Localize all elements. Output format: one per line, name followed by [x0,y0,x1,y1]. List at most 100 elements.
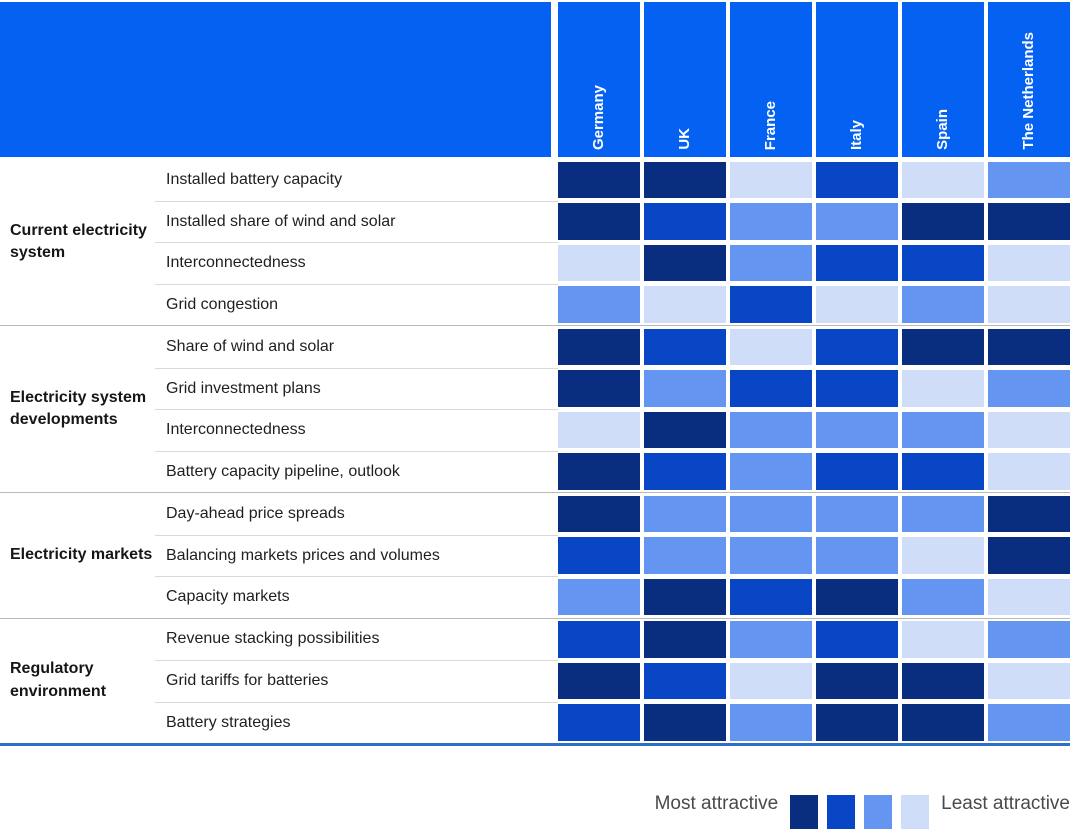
heatmap-cell [644,495,726,532]
heatmap-cell [902,578,984,615]
heatmap-cell [644,203,726,240]
matrix-header: Germany UK France Italy Spain The Netherlands [0,2,1070,157]
row-group-rows: Share of wind and solar Grid investment p… [155,326,1070,492]
row-group-rows: Revenue stacking possibilities Grid tarif… [155,619,1070,744]
criterion-label: Battery capacity pipeline, outlook [155,450,558,493]
heatmap-cell [988,286,1070,323]
row-group-rows: Day-ahead price spreads Balancing markets… [155,493,1070,618]
heatmap-cell [644,578,726,615]
heatmap-cell [988,370,1070,407]
country-headers: Germany UK France Italy Spain The Netherlands [558,2,1070,157]
legend-swatch-level-4 [901,795,930,829]
column-header: Germany [558,2,640,157]
row-group: Current electricity system Installed batt… [0,159,1070,325]
heatmap-cell [558,621,640,658]
heatmap-cell [902,704,984,741]
heatmap-cell [816,286,898,323]
heatmap-cell [558,161,640,198]
criterion-label: Installed share of wind and solar [155,200,558,243]
criterion-label: Interconnectedness [155,409,558,451]
criterion-label: Grid tariffs for batteries [155,660,558,702]
row-cells [558,201,1070,243]
heatmap-cell [988,578,1070,615]
heatmap-cell [558,495,640,532]
heatmap-cell [816,370,898,407]
column-header-label: Spain [934,109,951,150]
heatmap-cell [730,286,812,323]
heatmap-cell [902,411,984,448]
table-row: Interconnectedness [155,409,1070,451]
row-cells [558,619,1070,661]
heatmap-cell [816,495,898,532]
heatmap-cell [730,537,812,574]
column-header-label: Italy [848,119,865,150]
heatmap-cell [730,621,812,658]
bottom-rule [0,743,1070,746]
heatmap-cell [816,244,898,281]
heatmap-cell [902,537,984,574]
table-row: Balancing markets prices and volumes [155,534,1070,577]
legend-least-label: Least attractive [941,793,1070,814]
heatmap-cell [988,621,1070,658]
row-cells [558,493,1070,535]
row-cells [558,702,1070,744]
heatmap-cell [558,662,640,699]
table-row: Grid investment plans [155,367,1070,410]
table-row: Capacity markets [155,576,1070,618]
heatmap-cell [902,286,984,323]
row-cells [558,576,1070,618]
heatmap-cell [644,537,726,574]
heatmap-cell [816,704,898,741]
column-header-label: France [762,100,779,150]
table-row: Revenue stacking possibilities [155,619,1070,661]
heatmap-cell [730,244,812,281]
heatmap-cell [816,411,898,448]
criterion-label: Installed battery capacity [166,170,343,188]
row-group-label: Electricity system developments [10,388,147,428]
legend-swatch-level-3 [864,795,893,829]
heatmap-cell [558,244,640,281]
heatmap-cell [644,662,726,699]
criterion-label: Revenue stacking possibilities [166,630,380,648]
row-cells [558,284,1070,326]
table-row: Installed battery capacity [155,159,1070,201]
row-cells [558,660,1070,702]
heatmap-cell [558,453,640,490]
row-cells [558,451,1070,493]
heatmap-cell [816,537,898,574]
table-row: Battery strategies [155,701,1070,744]
heatmap-cell [730,411,812,448]
table-row: Grid tariffs for batteries [155,660,1070,702]
heatmap-cell [730,578,812,615]
row-group-label: Electricity markets [10,546,153,564]
heatmap-cell [644,244,726,281]
row-group-label: Regulatory environment [10,660,107,700]
criterion-label: Day-ahead price spreads [166,504,345,522]
heatmap-cell [644,161,726,198]
heatmap-cell [988,662,1070,699]
row-group-label: Current electricity system [10,221,147,261]
heatmap-cell [730,704,812,741]
table-row: Grid congestion [155,283,1070,326]
criterion-label: Capacity markets [155,576,558,618]
heatmap-cell [730,328,812,365]
table-row: Installed share of wind and solar [155,200,1070,243]
column-header-label: Germany [590,84,607,150]
legend-swatch-level-2 [827,795,856,829]
row-cells [558,409,1070,451]
criterion-label: Balancing markets prices and volumes [155,534,558,577]
heatmap-cell [902,370,984,407]
row-cells [558,242,1070,284]
criterion-label: Grid congestion [155,283,558,326]
heatmap-cell [988,328,1070,365]
heatmap-cell [902,453,984,490]
heatmap-cell [988,704,1070,741]
table-row: Interconnectedness [155,242,1070,284]
criterion-label: Grid investment plans [155,367,558,410]
row-group: Electricity system developments Share of … [0,325,1070,492]
heatmap-cell [558,537,640,574]
heatmap-cell [644,411,726,448]
heatmap-cell [816,662,898,699]
column-header: The Netherlands [988,2,1070,157]
heatmap-cell [902,495,984,532]
